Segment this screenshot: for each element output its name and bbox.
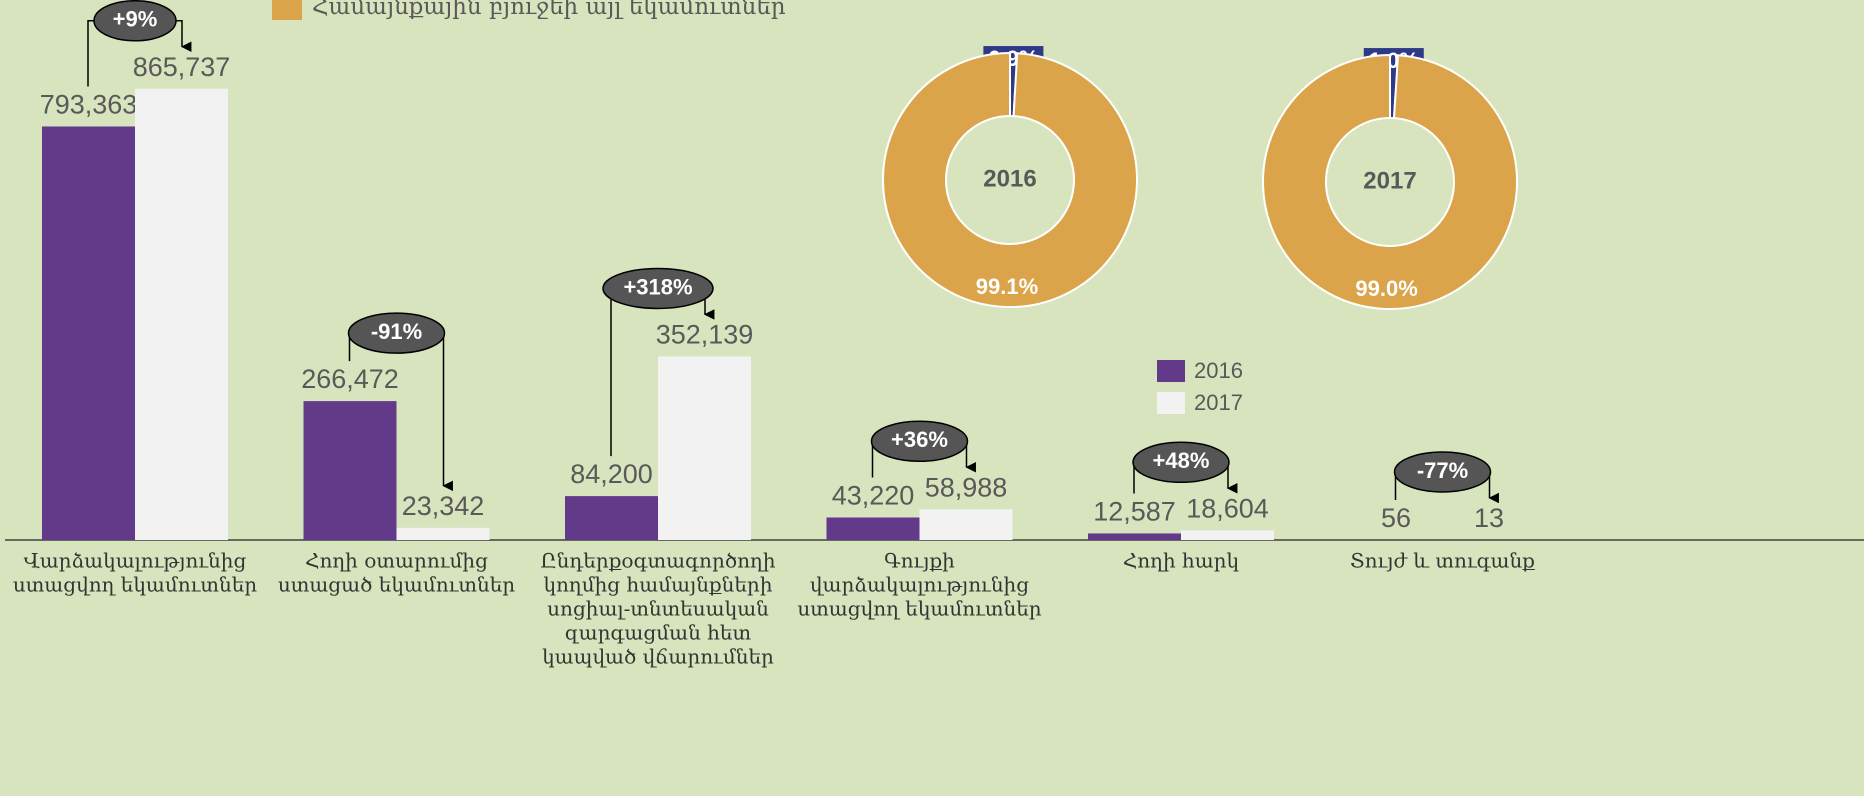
value-label: 793,363 (40, 90, 138, 120)
bar (826, 517, 920, 540)
value-label: 865,737 (133, 52, 231, 82)
x-tick-label: Ընդերքօգտագործողի (540, 549, 775, 573)
slice-label: 99.0% (1355, 276, 1417, 301)
bar (42, 126, 135, 541)
change-label: +36% (891, 427, 948, 452)
bar (919, 509, 1013, 540)
legend-label: 2016 (1194, 358, 1243, 383)
x-tick-label: զարգացման հետ (565, 621, 752, 645)
x-tick-label: Տույժ և տուգանք (1350, 549, 1535, 573)
bar (303, 401, 397, 540)
bar (135, 88, 228, 540)
change-badge (602, 267, 714, 310)
value-label: 84,200 (570, 459, 653, 489)
x-tick-label: Հողի հարկ (1123, 549, 1239, 573)
change-label: +48% (1153, 448, 1210, 473)
legend-label: 2017 (1194, 390, 1243, 415)
x-tick-label: կապված վճարումներ (542, 645, 774, 669)
change-badge (347, 312, 446, 354)
bar (1088, 533, 1181, 540)
change-badge (93, 0, 177, 42)
slice-label: 99.1% (976, 274, 1038, 299)
bar (1181, 530, 1274, 540)
value-label: 13 (1474, 503, 1504, 533)
x-tick-label: ստացվող եկամուտներ (13, 573, 257, 597)
legend-swatch (272, 0, 302, 20)
legend-label: Համայնքային բյուջեի այլ եկամուտներ (312, 0, 786, 20)
x-tick-label: Հողի օտարումից (305, 549, 488, 573)
change-label: +9% (113, 7, 158, 32)
legend-swatch (1157, 392, 1185, 414)
value-label: 18,604 (1186, 493, 1269, 523)
change-label: -77% (1417, 458, 1468, 483)
bar (565, 496, 658, 540)
donut-title: 2017 (1363, 167, 1416, 194)
x-tick-label: վարձակալությունից (810, 573, 1029, 597)
bar (396, 527, 490, 540)
donut-title: 2016 (983, 165, 1036, 192)
x-tick-label: Գույքի (884, 549, 955, 573)
bar (658, 356, 751, 540)
x-tick-label: սոցիալ-տնտեսական (547, 597, 769, 621)
change-badge (1393, 451, 1492, 493)
change-badge (870, 420, 969, 463)
legend-swatch (1157, 360, 1185, 382)
connector (603, 287, 612, 457)
value-label: 12,587 (1093, 497, 1176, 527)
value-label: 266,472 (301, 364, 399, 394)
donut-slice (882, 51, 1138, 308)
value-label: 56 (1381, 503, 1411, 533)
connector-arrow (176, 19, 192, 52)
x-tick-label: ստացած եկամուտներ (278, 573, 515, 597)
value-label: 23,342 (402, 491, 485, 521)
connector (87, 19, 94, 87)
change-label: +318% (623, 274, 692, 299)
change-label: -91% (371, 319, 422, 344)
value-label: 352,139 (656, 320, 754, 350)
donut-slice (1262, 53, 1518, 310)
connector-arrow (442, 332, 453, 492)
x-tick-label: Վարձակալությունից (24, 549, 247, 573)
value-label: 43,220 (832, 481, 915, 511)
x-tick-label: ստացվող եկամուտներ (797, 597, 1041, 621)
change-badge (1132, 441, 1230, 484)
x-tick-label: կողմից համայնքների (543, 573, 772, 597)
value-label: 58,988 (925, 472, 1008, 502)
